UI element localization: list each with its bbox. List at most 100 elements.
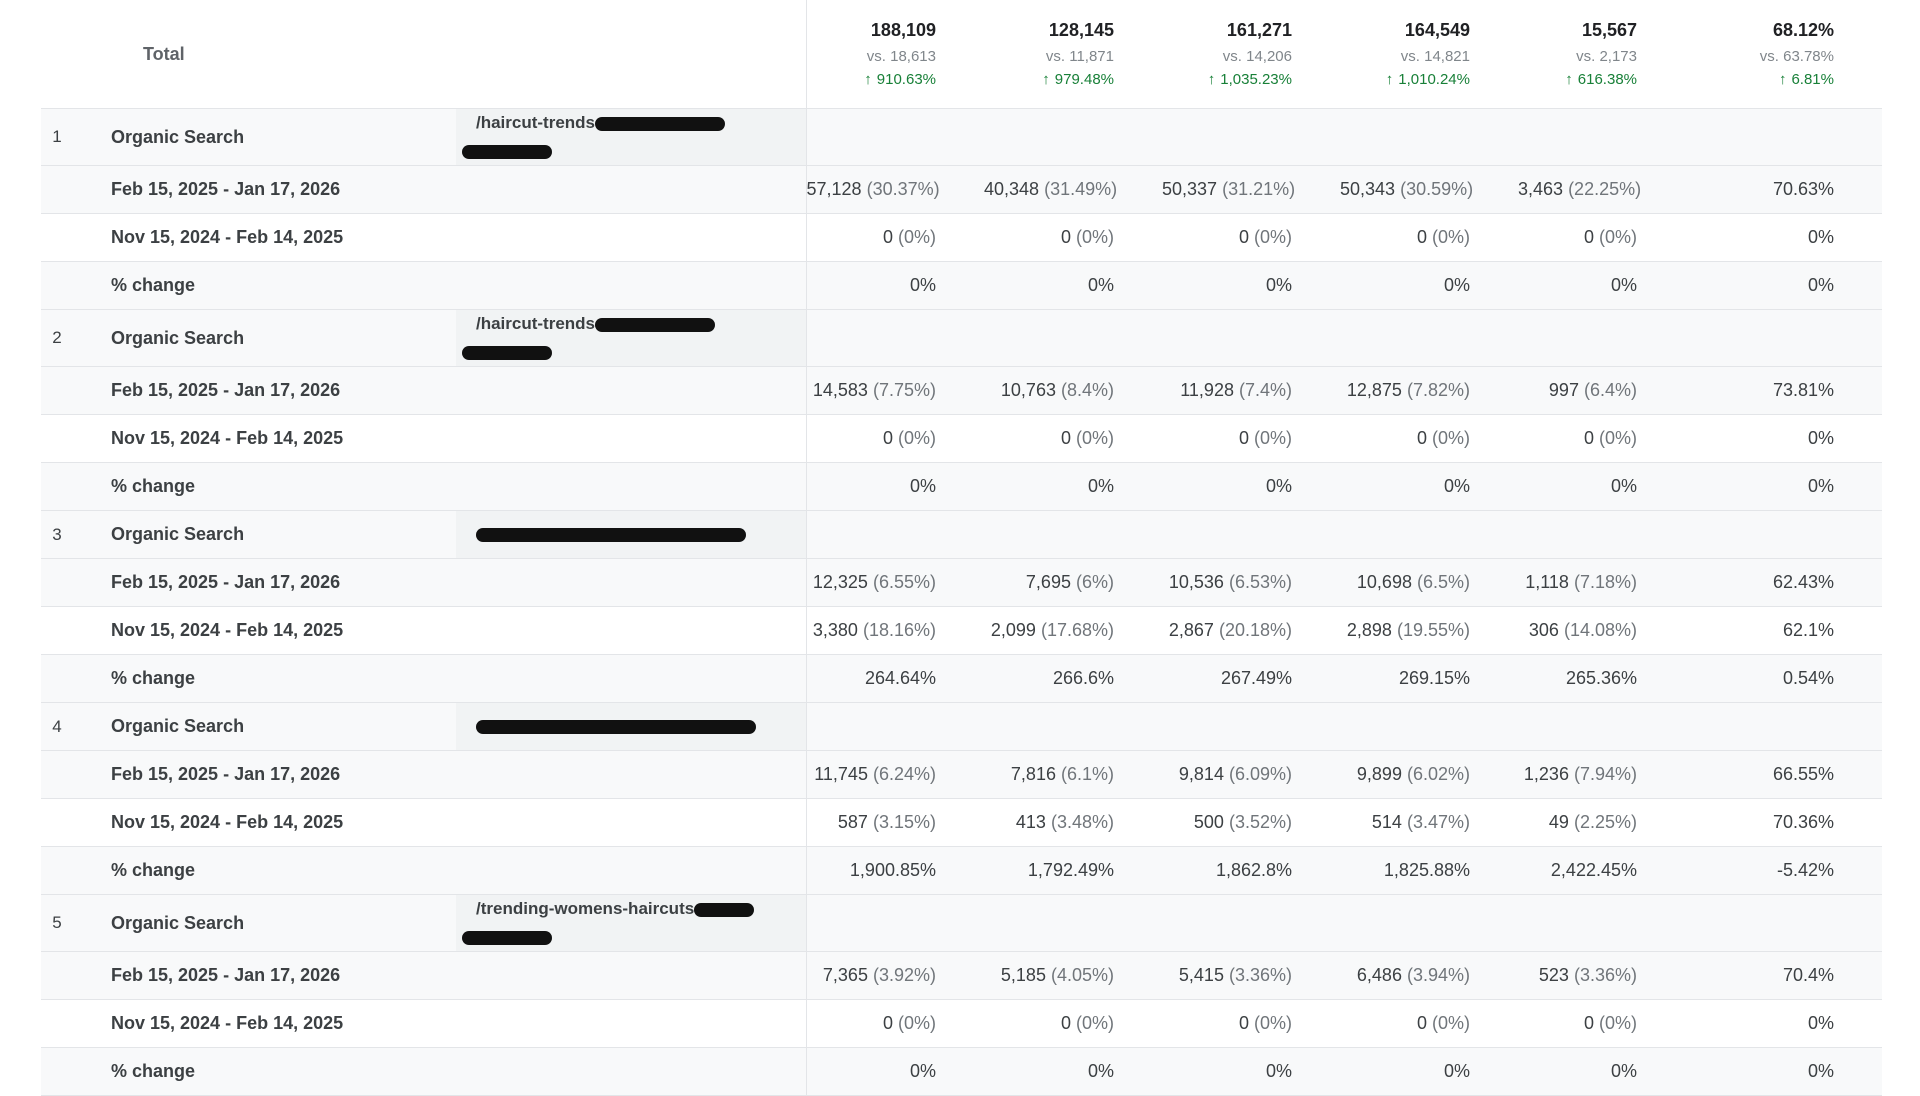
- metric-share: (6.02%): [1406, 764, 1470, 784]
- metric-share: (6.5%): [1416, 572, 1470, 592]
- row-index: 4: [41, 702, 71, 751]
- metric-cell: 2,867 (20.18%): [1162, 606, 1340, 655]
- metric-value: 7,695: [1025, 572, 1071, 592]
- metric-value: 2,898: [1346, 620, 1392, 640]
- metric-share: (6.55%): [872, 572, 936, 592]
- row-index-empty: [41, 558, 71, 607]
- metric-value: 14,583: [812, 380, 868, 400]
- row-index-empty: [41, 261, 71, 310]
- metric-value: 2,099: [990, 620, 1036, 640]
- table-row[interactable]: % change 0% 0% 0% 0% 0% 0%: [41, 462, 1882, 511]
- metric-share: (0%): [1431, 227, 1470, 247]
- metric-cell: 1,825.88%: [1340, 846, 1518, 895]
- row-index: 2: [41, 309, 71, 367]
- empty-cell: [805, 309, 984, 367]
- row-label: Nov 15, 2024 - Feb 14, 2025: [71, 414, 456, 463]
- metric-share: (6.09%): [1228, 764, 1292, 784]
- table-row[interactable]: Nov 15, 2024 - Feb 14, 2025 0 (0%) 0 (0%) 0…: [41, 414, 1882, 463]
- table-row[interactable]: Feb 15, 2025 - Jan 17, 2026 12,325 (6.55%…: [41, 558, 1882, 607]
- group-row[interactable]: 1 Organic Search/haircut-trends: [41, 108, 1882, 166]
- table-row[interactable]: Feb 15, 2025 - Jan 17, 2026 14,583 (7.75%…: [41, 366, 1882, 415]
- page-path: /haircut-trends: [476, 314, 596, 333]
- row-index-empty: [41, 951, 71, 1000]
- page-path-cell[interactable]: /haircut-trends: [456, 309, 806, 367]
- metric-value: 0%: [1610, 476, 1637, 496]
- metric-value: 0%: [909, 1061, 936, 1081]
- empty-cell: [1518, 108, 1685, 166]
- metric-cell: 265.36%: [1518, 654, 1685, 703]
- total-label: Total: [71, 0, 456, 109]
- metric-value: 1,792.49%: [1027, 860, 1114, 880]
- metric-value: 3,463: [1518, 179, 1564, 199]
- metric-cell: -5.42%: [1685, 846, 1882, 895]
- channel-label: Organic Search: [71, 108, 456, 166]
- metric-value: 0%: [909, 476, 936, 496]
- row-label: Nov 15, 2024 - Feb 14, 2025: [71, 606, 456, 655]
- metric-value: 997: [1548, 380, 1579, 400]
- row-index-empty: [41, 999, 71, 1048]
- table-row[interactable]: Nov 15, 2024 - Feb 14, 2025 3,380 (18.16%…: [41, 606, 1882, 655]
- table-row[interactable]: Feb 15, 2025 - Jan 17, 2026 57,128 (30.37…: [41, 165, 1882, 214]
- metric-cell: 267.49%: [1162, 654, 1340, 703]
- metric-cell: 3,463 (22.25%): [1518, 165, 1685, 214]
- metric-cell: 9,899 (6.02%): [1340, 750, 1518, 799]
- page-empty-cell: [456, 261, 806, 310]
- page-path-cell[interactable]: [456, 702, 806, 751]
- metric-cell: 0 (0%): [984, 999, 1162, 1048]
- total-value: 15,567: [1581, 20, 1637, 40]
- page-path-cell[interactable]: [456, 510, 806, 559]
- empty-cell: [984, 894, 1162, 952]
- group-row[interactable]: 3 Organic Search: [41, 510, 1882, 559]
- metric-cell: 0 (0%): [1518, 414, 1685, 463]
- table-row[interactable]: % change 1,900.85% 1,792.49% 1,862.8% 1,825.…: [41, 846, 1882, 895]
- table-row[interactable]: Nov 15, 2024 - Feb 14, 2025 0 (0%) 0 (0%) 0…: [41, 213, 1882, 262]
- metric-value: 11,928: [1180, 380, 1234, 400]
- table-row[interactable]: % change 264.64% 266.6% 267.49% 269.15% 265.3…: [41, 654, 1882, 703]
- row-index-empty: [41, 366, 71, 415]
- metric-share: (14.08%): [1563, 620, 1637, 640]
- row-label: % change: [71, 462, 456, 511]
- metric-value: 0%: [1610, 1061, 1637, 1081]
- metric-cell: 11,928 (7.4%): [1162, 366, 1340, 415]
- arrow-up-icon: ↑: [1778, 71, 1787, 88]
- metric-value: 269.15%: [1398, 668, 1470, 688]
- metric-value: 62.1%: [1782, 620, 1834, 640]
- metric-share: (3.47%): [1406, 812, 1470, 832]
- metric-value: 0: [1583, 428, 1594, 448]
- redaction-mark: [694, 902, 755, 917]
- page-path-cell[interactable]: /haircut-trends: [456, 108, 806, 166]
- metric-value: 266.6%: [1052, 668, 1114, 688]
- table-row[interactable]: Nov 15, 2024 - Feb 14, 2025 587 (3.15%) 41…: [41, 798, 1882, 847]
- metric-cell: 2,422.45%: [1518, 846, 1685, 895]
- page-empty-cell: [456, 846, 806, 895]
- metric-cell: 0 (0%): [805, 213, 984, 262]
- metric-cell: 0%: [1685, 1047, 1882, 1096]
- table-row[interactable]: % change 0% 0% 0% 0% 0% 0%: [41, 1047, 1882, 1096]
- metric-cell: 10,698 (6.5%): [1340, 558, 1518, 607]
- metric-cell: 0%: [1340, 1047, 1518, 1096]
- metric-value: 0: [1416, 227, 1427, 247]
- table-row[interactable]: Nov 15, 2024 - Feb 14, 2025 0 (0%) 0 (0%) 0…: [41, 999, 1882, 1048]
- metric-value: 10,698: [1356, 572, 1412, 592]
- metric-share: (3.48%): [1050, 812, 1114, 832]
- metric-cell: 57,128 (30.37%): [805, 165, 984, 214]
- metric-share: (30.59%): [1400, 179, 1474, 199]
- row-index-empty: [41, 165, 71, 214]
- metric-cell: 264.64%: [805, 654, 984, 703]
- group-row[interactable]: 5 Organic Search/trending-womens-haircuts: [41, 894, 1882, 952]
- metric-cell: 0 (0%): [984, 414, 1162, 463]
- total-compare: vs. 63.78%: [1759, 48, 1834, 65]
- table-row[interactable]: % change 0% 0% 0% 0% 0% 0%: [41, 261, 1882, 310]
- total-value: 161,271: [1226, 20, 1292, 40]
- table-row[interactable]: Feb 15, 2025 - Jan 17, 2026 7,365 (3.92%)…: [41, 951, 1882, 1000]
- group-row[interactable]: 2 Organic Search/haircut-trends: [41, 309, 1882, 367]
- metric-value: 0%: [1087, 275, 1114, 295]
- metric-cell: 10,536 (6.53%): [1162, 558, 1340, 607]
- total-compare: vs. 2,173: [1576, 48, 1637, 65]
- group-row[interactable]: 4 Organic Search: [41, 702, 1882, 751]
- metric-value: 5,185: [1000, 965, 1046, 985]
- page-path-cell[interactable]: /trending-womens-haircuts: [456, 894, 806, 952]
- metric-value: 10,536: [1168, 572, 1224, 592]
- table-row[interactable]: Feb 15, 2025 - Jan 17, 2026 11,745 (6.24%…: [41, 750, 1882, 799]
- metric-share: (7.94%): [1573, 764, 1637, 784]
